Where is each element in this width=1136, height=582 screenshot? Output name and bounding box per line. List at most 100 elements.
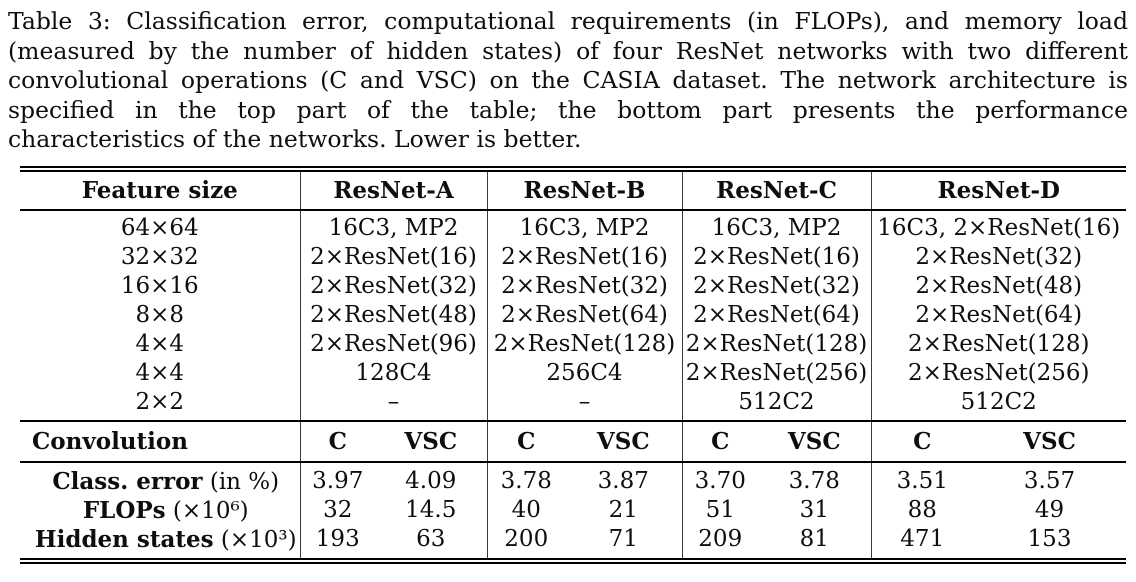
- conv-type-vsc: VSC: [758, 420, 871, 463]
- conv-type-vsc: VSC: [565, 420, 682, 463]
- arch-cell: 2×ResNet(16): [486, 242, 682, 272]
- metric-value: 21: [608, 497, 638, 524]
- arch-cell: 2×ResNet(96): [299, 329, 487, 359]
- arch-row-32x32: 32×32 2×ResNet(16) 2×ResNet(16) 2×ResNet…: [20, 242, 1126, 272]
- arch-cell: 2×ResNet(256): [870, 358, 1126, 388]
- header-row: Feature size ResNet-A ResNet-B ResNet-C …: [20, 165, 1126, 211]
- arch-row-4x4-b: 4×4 128C4 256C4 2×ResNet(256) 2×ResNet(2…: [20, 358, 1126, 388]
- metrics-section: Class. error (in %) 3.97 4.09 3.78 3.87 …: [20, 461, 1126, 564]
- metric-row-flops: FLOPs (×10⁶) 32 14.5 40 21 51 31 88 49: [20, 495, 1126, 525]
- convolution-row: Convolution C VSC C VSC C VSC C VSC: [20, 420, 1126, 463]
- metric-value: 3.78: [788, 468, 840, 495]
- architecture-section: 64×64 16C3, MP2 16C3, MP2 16C3, MP2 16C3…: [20, 209, 1126, 422]
- feature-size-cell: 8×8: [135, 302, 185, 329]
- conv-type-c: C: [681, 420, 758, 463]
- header-resnet-c: ResNet-C: [681, 165, 871, 211]
- metric-value: 153: [973, 524, 1126, 564]
- arch-cell: 2×ResNet(128): [681, 329, 871, 359]
- header-resnet-b: ResNet-B: [486, 165, 682, 211]
- results-table: Feature size ResNet-A ResNet-B ResNet-C …: [20, 165, 1126, 564]
- metric-value: 3.97: [299, 461, 375, 496]
- metric-value: 4.09: [405, 468, 457, 495]
- metric-label-unit: (×10⁶): [165, 497, 249, 524]
- caption-text: Classification error, computational requ…: [8, 7, 1128, 154]
- metric-value: 31: [799, 497, 829, 524]
- arch-cell: 2×ResNet(16): [299, 242, 487, 272]
- arch-row-4x4-a: 4×4 2×ResNet(96) 2×ResNet(128) 2×ResNet(…: [20, 329, 1126, 359]
- header-resnet-d: ResNet-D: [870, 165, 1126, 211]
- feature-size-cell: 32×32: [120, 244, 199, 271]
- arch-row-2x2: 2×2 – – 512C2 512C2: [20, 387, 1126, 422]
- metric-value: 3.51: [870, 461, 973, 496]
- convolution-section: Convolution C VSC C VSC C VSC C VSC: [20, 420, 1126, 463]
- table-header: Feature size ResNet-A ResNet-B ResNet-C …: [20, 165, 1126, 211]
- arch-row-8x8: 8×8 2×ResNet(48) 2×ResNet(64) 2×ResNet(6…: [20, 300, 1126, 330]
- metric-label: Class. error (in %): [20, 462, 300, 496]
- arch-cell: 2×ResNet(64): [870, 300, 1126, 330]
- metric-value: 471: [870, 524, 973, 564]
- metric-value: 200: [486, 524, 565, 564]
- feature-size-cell: 2×2: [20, 387, 300, 422]
- metric-label: FLOPs (×10⁶): [20, 496, 300, 525]
- conv-type-vsc: VSC: [375, 420, 487, 463]
- header-resnet-a: ResNet-A: [299, 165, 487, 211]
- metric-label: Hidden states (×10³): [20, 524, 300, 564]
- feature-size-cell: 4×4: [135, 331, 185, 358]
- metric-value: 71: [565, 524, 682, 564]
- arch-cell: 512C2: [681, 387, 871, 422]
- metric-row-hidden-states: Hidden states (×10³) 193 63 200 71 209 8…: [20, 524, 1126, 564]
- arch-cell: –: [299, 387, 487, 422]
- arch-cell: 2×ResNet(128): [486, 329, 682, 359]
- table-caption: Table 3: Classification error, computati…: [8, 7, 1128, 155]
- feature-size-cell: 64×64: [120, 215, 199, 242]
- conv-type-vsc: VSC: [973, 420, 1126, 463]
- metric-value: 3.70: [681, 461, 758, 496]
- arch-cell: 16C3, MP2: [681, 209, 871, 243]
- header-feature-size: Feature size: [20, 165, 300, 211]
- arch-cell: 128C4: [299, 358, 487, 388]
- arch-cell: 16C3, MP2: [299, 209, 487, 243]
- feature-size-cell: 4×4: [135, 360, 185, 387]
- arch-cell: 2×ResNet(32): [681, 271, 871, 301]
- arch-row-64x64: 64×64 16C3, MP2 16C3, MP2 16C3, MP2 16C3…: [20, 209, 1126, 243]
- arch-cell: 2×ResNet(64): [486, 300, 682, 330]
- conv-type-c: C: [486, 420, 565, 463]
- metric-value: 193: [299, 524, 375, 564]
- arch-cell: 2×ResNet(64): [681, 300, 871, 330]
- metric-label-bold: Class. error: [52, 467, 203, 495]
- metric-label-bold: FLOPs: [82, 496, 166, 524]
- arch-cell: 16C3, MP2: [486, 209, 682, 243]
- paper-page: Table 3: Classification error, computati…: [0, 7, 1136, 564]
- arch-cell: 2×ResNet(48): [870, 271, 1126, 301]
- metric-value: 81: [758, 524, 871, 564]
- metric-label-bold: Hidden states: [34, 525, 214, 553]
- feature-size-cell: 16×16: [120, 273, 199, 300]
- arch-cell: 2×ResNet(48): [299, 300, 487, 330]
- arch-cell: 2×ResNet(128): [870, 329, 1126, 359]
- metric-value: 3.87: [597, 468, 649, 495]
- arch-cell: 512C2: [870, 387, 1126, 422]
- arch-cell: 16C3, 2×ResNet(16): [870, 209, 1126, 243]
- metric-label-unit: (×10³): [213, 526, 297, 553]
- arch-row-16x16: 16×16 2×ResNet(32) 2×ResNet(32) 2×ResNet…: [20, 271, 1126, 301]
- conv-type-c: C: [870, 420, 973, 463]
- arch-cell: –: [486, 387, 682, 422]
- metric-value: 209: [681, 524, 758, 564]
- metric-row-class-error: Class. error (in %) 3.97 4.09 3.78 3.87 …: [20, 461, 1126, 496]
- metric-value: 32: [299, 495, 375, 525]
- arch-cell: 2×ResNet(16): [681, 242, 871, 272]
- caption-label: Table 3:: [8, 7, 111, 35]
- metric-value: 3.57: [1023, 468, 1076, 495]
- arch-cell: 2×ResNet(256): [681, 358, 871, 388]
- metric-value: 14.5: [405, 497, 457, 524]
- metric-value: 3.78: [486, 461, 565, 496]
- metric-value: 63: [375, 524, 487, 564]
- conv-type-c: C: [299, 420, 375, 463]
- metric-value: 88: [870, 495, 973, 525]
- metric-value: 40: [486, 495, 565, 525]
- metric-value: 49: [1034, 497, 1065, 524]
- arch-cell: 2×ResNet(32): [870, 242, 1126, 272]
- arch-cell: 256C4: [486, 358, 682, 388]
- arch-cell: 2×ResNet(32): [299, 271, 487, 301]
- metric-value: 51: [681, 495, 758, 525]
